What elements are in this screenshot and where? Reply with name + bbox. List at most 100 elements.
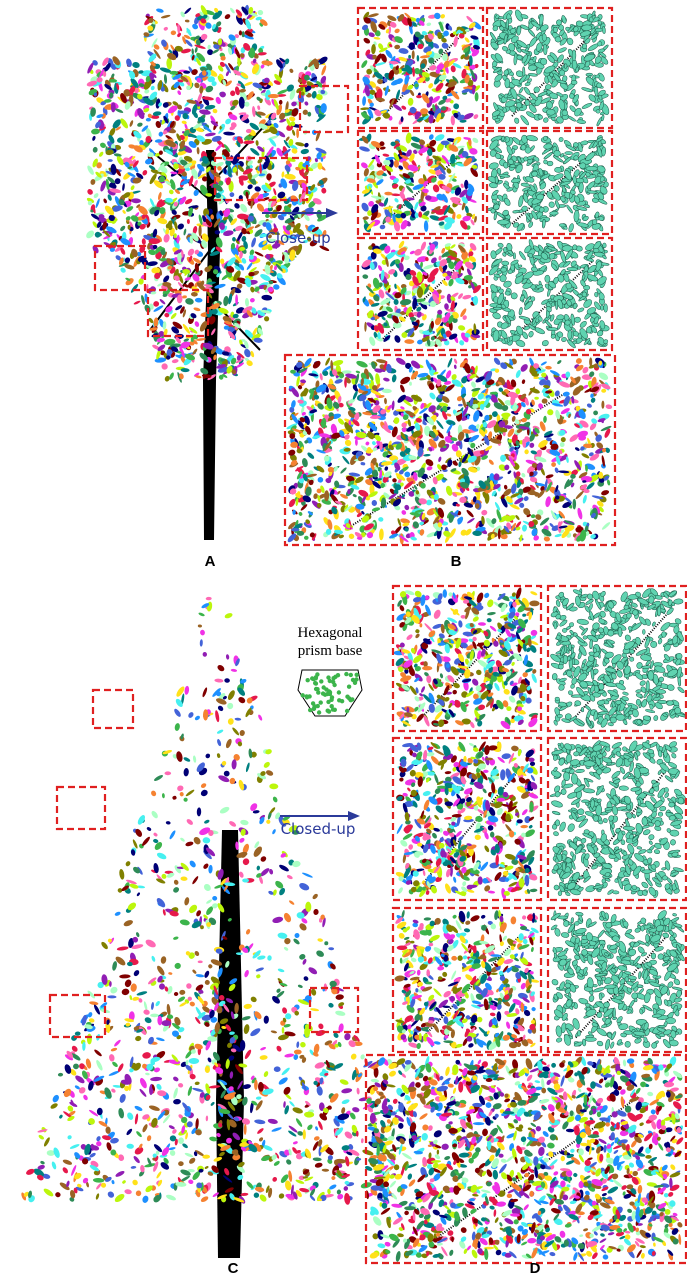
leaf [205,753,211,760]
leaf [118,1107,125,1118]
leaf [162,793,165,798]
leaf [284,1053,294,1058]
leaf [168,1147,176,1151]
leaf [130,983,137,992]
leaf [212,896,217,901]
leaf [123,919,134,928]
leaf [593,248,599,253]
leaf [168,1125,175,1130]
leaf [335,994,344,1000]
leaf [186,983,191,989]
leaf [187,219,190,224]
leaf [243,348,252,358]
leaf [554,200,560,209]
leaf [227,718,234,726]
leaf [62,1158,73,1165]
leaf [303,975,310,982]
leaf [136,892,140,897]
leaf [98,151,104,158]
leaf [394,160,399,168]
leaf [602,255,607,260]
leaf [214,678,223,683]
leaf [233,202,241,210]
leaf [134,1105,143,1112]
leaf [505,78,510,88]
leaf [278,887,286,896]
leaf [356,1088,360,1095]
leaf [568,223,575,233]
leaf [602,26,606,34]
leaf [148,1104,160,1112]
leaf [179,1001,188,1007]
leaf [255,140,258,146]
leaf [203,819,210,824]
leaf [173,708,182,718]
leaf [50,1102,59,1110]
leaf [86,188,94,196]
leaf [150,790,157,797]
leaf [572,245,577,250]
leaf [184,897,190,906]
leaf [408,55,411,59]
leaf [131,1166,137,1169]
leaf [165,771,172,775]
leaf [362,274,368,279]
leaf [143,1001,148,1011]
leaf [340,467,348,475]
leaf [155,897,167,909]
leaf [122,209,127,214]
leaf [550,461,556,467]
leaf [545,275,550,283]
leaf [188,1157,197,1165]
leaf [75,1031,81,1036]
leaf [171,1128,177,1135]
leaf [298,882,310,892]
leaf [519,307,523,315]
leaf [181,120,187,124]
leaf [589,17,593,22]
leaf [191,875,199,884]
leaf [119,869,125,880]
leaf [284,173,296,180]
leaf [198,624,203,628]
leaf [234,718,241,721]
leaf [177,995,186,1002]
leaf [198,612,205,617]
leaf [135,932,140,938]
leaf [163,26,168,31]
leaf [557,47,567,54]
leaf [169,1150,176,1157]
leaf [458,404,463,407]
leaf [231,727,240,737]
leaf [69,1143,80,1150]
leaf [114,108,124,114]
leaf [239,203,249,214]
leaf [382,153,389,157]
leaf [363,168,370,178]
leaf [205,1066,210,1073]
leaf [605,404,612,410]
leaf [180,837,186,843]
leaf [579,162,586,169]
leaf [350,1053,358,1061]
leaf [271,829,276,835]
leaf [117,137,125,144]
leaf [157,217,169,225]
leaf [210,1101,215,1106]
leaf [283,946,289,951]
leaf [255,974,261,979]
leaf [279,100,283,105]
leaf [135,1190,141,1197]
leaf [67,1134,73,1140]
leaf [394,45,400,50]
leaf [156,851,168,860]
leaf [175,751,183,763]
leaf [91,128,100,135]
leaf [215,96,222,105]
leaf [292,1106,304,1114]
leaf [111,1061,118,1068]
leaf [161,14,171,19]
leaf [205,132,216,137]
leaf [224,678,230,683]
leaf [322,1169,330,1172]
